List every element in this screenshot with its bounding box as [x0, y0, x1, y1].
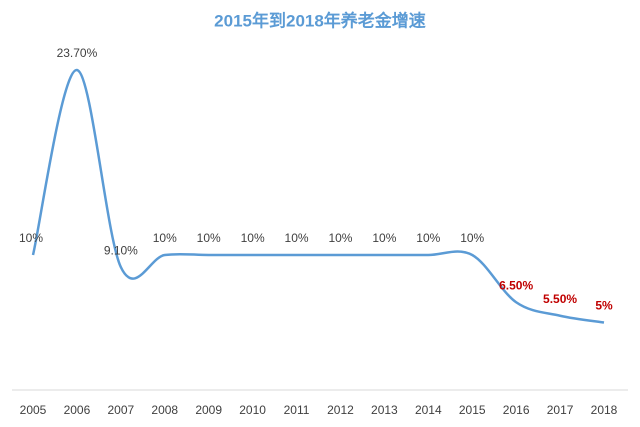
chart-title: 2015年到2018年养老金增速 — [214, 10, 426, 30]
data-label: 5% — [595, 299, 613, 313]
x-tick-label: 2012 — [327, 403, 354, 417]
data-label: 9.10% — [104, 243, 138, 257]
x-tick-label: 2016 — [503, 403, 530, 417]
data-label: 6.50% — [499, 278, 533, 292]
data-label: 10% — [285, 231, 309, 245]
x-tick-label: 2007 — [107, 403, 134, 417]
x-tick-label: 2010 — [239, 403, 266, 417]
data-label: 10% — [19, 231, 43, 245]
data-label: 10% — [328, 231, 352, 245]
x-tick-label: 2015 — [459, 403, 486, 417]
data-label: 10% — [241, 231, 265, 245]
x-tick-label: 2014 — [415, 403, 442, 417]
data-label: 5.50% — [543, 292, 577, 306]
data-label: 23.70% — [57, 46, 98, 60]
x-tick-label: 2005 — [20, 403, 47, 417]
line — [31, 68, 605, 324]
data-label: 10% — [153, 231, 177, 245]
x-tick-label: 2017 — [547, 403, 574, 417]
x-tick-label: 2006 — [64, 403, 91, 417]
x-tick-label: 2008 — [151, 403, 178, 417]
x-tick-label: 2018 — [591, 403, 618, 417]
data-label: 10% — [372, 231, 396, 245]
x-tick-label: 2009 — [195, 403, 222, 417]
x-tick-label: 2013 — [371, 403, 398, 417]
data-label: 10% — [197, 231, 221, 245]
x-tick-label: 2011 — [284, 403, 310, 417]
data-label: 10% — [460, 231, 484, 245]
data-label: 10% — [416, 231, 440, 245]
